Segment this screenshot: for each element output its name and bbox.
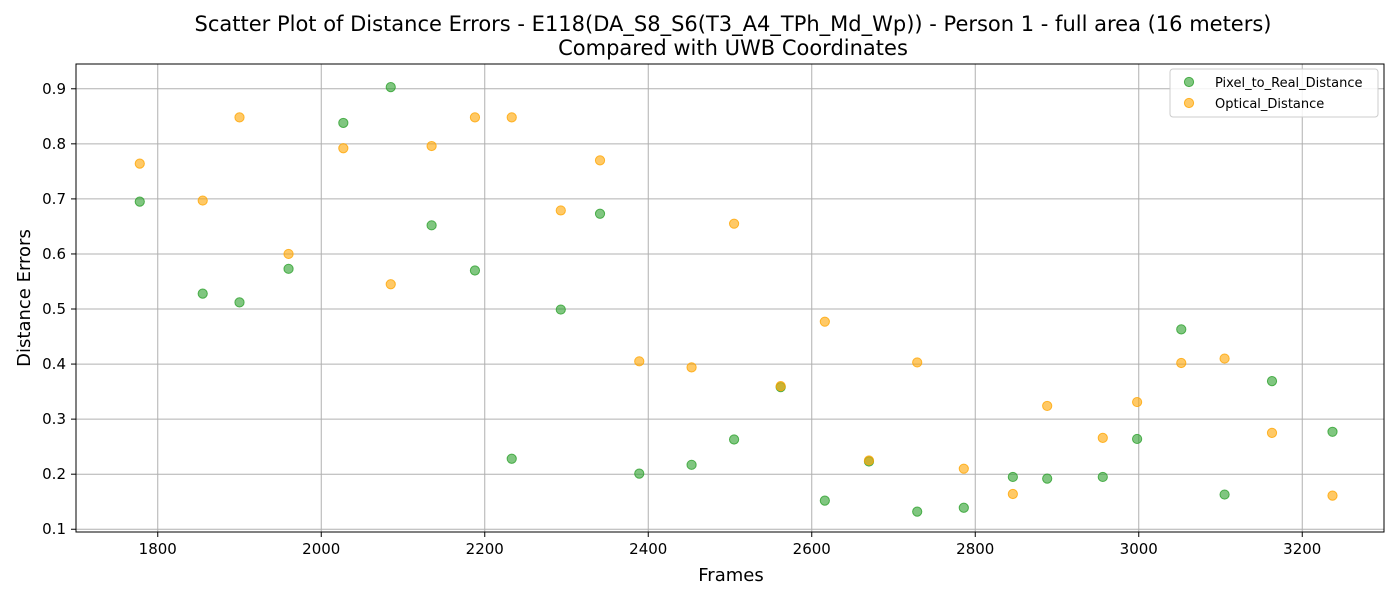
optical-point — [197, 195, 208, 206]
pixel-to-real-point — [958, 502, 969, 513]
optical-point — [506, 112, 517, 123]
pixel-to-real-point — [234, 297, 245, 308]
optical-point — [555, 205, 566, 216]
legend-box — [1169, 68, 1379, 118]
optical-point — [775, 380, 786, 392]
pixel-to-real-point — [385, 82, 396, 93]
pixel-to-real-point — [283, 263, 294, 274]
optical-point — [338, 143, 349, 154]
x-tick-label: 1800 — [139, 540, 177, 558]
y-tick-label: 0.9 — [42, 80, 66, 98]
x-tick-label: 3000 — [1120, 540, 1158, 558]
x-tick-label: 2600 — [793, 540, 831, 558]
y-tick-label: 0.7 — [42, 190, 66, 208]
pixel-to-real-point — [819, 495, 830, 506]
y-tick-label: 0.2 — [42, 465, 66, 483]
optical-point — [1042, 400, 1053, 412]
optical-point — [426, 140, 437, 152]
optical-point — [686, 362, 697, 373]
optical-point — [1327, 490, 1338, 501]
pixel-to-real-point — [338, 117, 349, 129]
y-tick-label: 0.1 — [42, 520, 66, 538]
optical-point — [1007, 488, 1018, 500]
pixel-to-real-point — [506, 453, 517, 464]
pixel-to-real-point — [594, 208, 606, 219]
pixel-to-real-point — [555, 304, 566, 315]
pixel-to-real-point — [1007, 471, 1018, 483]
optical-point — [1219, 353, 1230, 364]
optical-point — [134, 158, 145, 169]
optical-point — [1132, 396, 1143, 408]
pixel-to-real-point — [469, 265, 481, 276]
pixel-to-real-point — [1097, 471, 1108, 483]
pixel-to-real-point — [426, 220, 437, 231]
grid-layer — [76, 64, 1384, 532]
optical-point — [634, 356, 645, 367]
optical-point — [1266, 427, 1278, 438]
legend-label-pixel-to-real: Pixel_to_Real_Distance — [1215, 76, 1363, 91]
y-tick-label: 0.3 — [42, 410, 66, 428]
y-tick-label: 0.8 — [42, 135, 66, 153]
x-tick-label: 2000 — [302, 540, 340, 558]
pixel-to-real-point — [1042, 473, 1053, 484]
pixel-to-real-point — [197, 288, 208, 299]
pixel-to-real-point — [1327, 426, 1338, 437]
ticks-layer: 1800 2000 2200 2400 2600 2800 3000 3200 0.1 0.2 0.… — [42, 80, 1321, 558]
optical-point — [728, 218, 740, 229]
legend-marker-pixel-to-real — [1183, 76, 1195, 88]
chart-title-line1: Scatter Plot of Distance Errors - E118(D… — [195, 12, 1272, 37]
optical-point — [1097, 432, 1108, 443]
x-axis-label: Frames — [698, 565, 763, 586]
x-tick-label: 2400 — [629, 540, 667, 558]
pixel-to-real-point — [1132, 433, 1143, 445]
y-tick-label: 0.5 — [42, 300, 66, 318]
pixel-to-real-point — [1266, 376, 1278, 387]
pixel-to-real-point — [1176, 324, 1187, 335]
optical-point — [469, 112, 481, 123]
optical-point — [863, 455, 875, 466]
pixel-to-real-point — [912, 506, 923, 517]
pixel-to-real-point — [634, 468, 645, 479]
optical-point — [283, 248, 294, 260]
y-tick-label: 0.6 — [42, 245, 66, 263]
optical-point — [234, 112, 245, 123]
optical-point — [385, 279, 396, 290]
x-tick-label: 2200 — [466, 540, 504, 558]
points-layer — [134, 82, 1338, 517]
optical-point — [1176, 357, 1187, 369]
pixel-to-real-point — [728, 434, 740, 445]
legend-marker-optical — [1183, 97, 1195, 109]
y-tick-label: 0.4 — [42, 355, 66, 373]
legend-label-optical: Optical_Distance — [1215, 97, 1324, 112]
plot-frame — [75, 63, 1385, 533]
y-axis-label: Distance Errors — [14, 229, 35, 367]
pixel-to-real-point — [686, 459, 697, 470]
optical-point — [819, 316, 830, 327]
x-tick-label: 3200 — [1283, 540, 1321, 558]
pixel-to-real-point — [1219, 489, 1230, 500]
optical-point — [958, 463, 969, 474]
chart-title-line2: Compared with UWB Coordinates — [558, 36, 908, 60]
optical-point — [912, 357, 923, 368]
series-0 — [134, 82, 1338, 517]
x-tick-label: 2800 — [956, 540, 994, 558]
series-1 — [134, 112, 1338, 501]
optical-point — [594, 155, 606, 166]
legend: Pixel_to_Real_Distance Optical_Distance — [1169, 68, 1379, 118]
pixel-to-real-point — [134, 196, 145, 207]
